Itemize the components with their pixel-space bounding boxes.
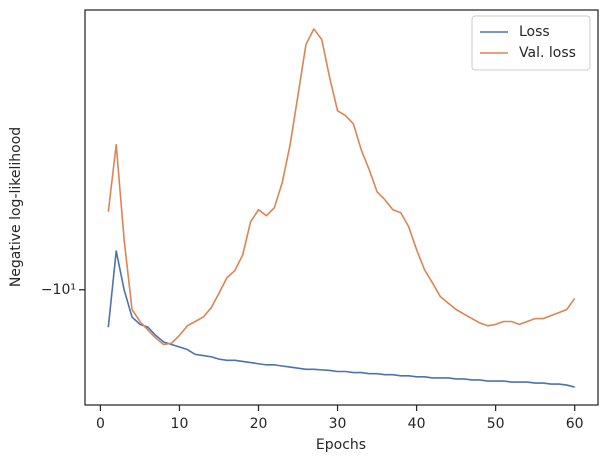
x-tick-label: 30 [329,416,347,432]
x-axis-label: Epochs [316,437,366,453]
x-tick-label: 60 [566,416,584,432]
y-tick-label: −10¹ [41,282,76,298]
legend-label: Val. loss [519,45,576,61]
x-tick-label: 10 [171,416,189,432]
y-axis-label: Negative log-likelihood [8,127,24,287]
x-tick-label: 20 [250,416,268,432]
line-series [107,250,575,388]
x-tick-label: 40 [408,416,426,432]
line-series [107,28,576,346]
legend: Loss Val. loss [471,15,591,71]
x-tick-label: 0 [96,416,105,432]
legend-label: Loss [519,24,550,40]
legend-box [471,15,591,71]
plot-frame [84,9,599,406]
x-tick-label: 50 [487,416,505,432]
